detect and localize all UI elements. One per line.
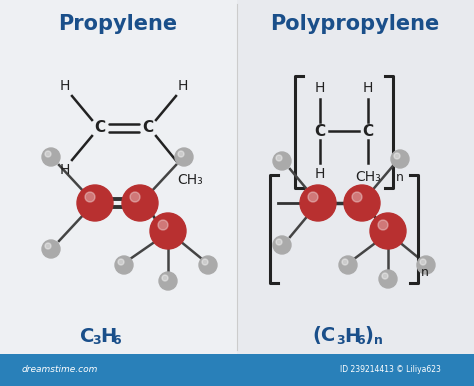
Circle shape bbox=[391, 150, 409, 168]
Circle shape bbox=[379, 270, 397, 288]
Circle shape bbox=[150, 213, 186, 249]
Text: CH₃: CH₃ bbox=[355, 170, 381, 184]
Circle shape bbox=[300, 185, 336, 221]
Circle shape bbox=[344, 185, 380, 221]
Circle shape bbox=[162, 275, 168, 281]
Text: C: C bbox=[363, 124, 374, 139]
Text: H: H bbox=[60, 163, 70, 177]
Text: H: H bbox=[178, 79, 188, 93]
Circle shape bbox=[273, 236, 291, 254]
Circle shape bbox=[394, 153, 400, 159]
Circle shape bbox=[158, 220, 168, 230]
Text: H: H bbox=[315, 81, 325, 95]
Text: dreamstime.com: dreamstime.com bbox=[22, 366, 98, 374]
Text: Propylene: Propylene bbox=[58, 14, 178, 34]
Text: H: H bbox=[363, 81, 373, 95]
Circle shape bbox=[352, 192, 362, 202]
Text: n: n bbox=[421, 266, 429, 279]
Circle shape bbox=[378, 220, 388, 230]
Text: C: C bbox=[143, 120, 154, 135]
Text: C: C bbox=[314, 124, 326, 139]
Text: n: n bbox=[396, 171, 404, 184]
Circle shape bbox=[370, 213, 406, 249]
Circle shape bbox=[342, 259, 348, 265]
Circle shape bbox=[308, 192, 318, 202]
Circle shape bbox=[130, 192, 140, 202]
Text: n: n bbox=[374, 334, 383, 347]
Text: H: H bbox=[100, 327, 116, 345]
Circle shape bbox=[85, 192, 95, 202]
Text: ID 239214413 © Liliya623: ID 239214413 © Liliya623 bbox=[339, 366, 440, 374]
Text: C: C bbox=[80, 327, 94, 345]
Circle shape bbox=[178, 151, 184, 157]
Circle shape bbox=[42, 240, 60, 258]
FancyBboxPatch shape bbox=[237, 0, 474, 354]
Circle shape bbox=[42, 148, 60, 166]
Text: 6: 6 bbox=[112, 334, 120, 347]
FancyBboxPatch shape bbox=[0, 354, 474, 386]
Text: 3: 3 bbox=[336, 334, 345, 347]
Circle shape bbox=[199, 256, 217, 274]
Text: CH₃: CH₃ bbox=[177, 173, 203, 187]
Text: H: H bbox=[60, 79, 70, 93]
Circle shape bbox=[122, 185, 158, 221]
Circle shape bbox=[77, 185, 113, 221]
Text: C: C bbox=[94, 120, 106, 135]
Circle shape bbox=[382, 273, 388, 279]
Circle shape bbox=[159, 272, 177, 290]
Text: H: H bbox=[315, 167, 325, 181]
Circle shape bbox=[339, 256, 357, 274]
Circle shape bbox=[202, 259, 208, 265]
Circle shape bbox=[420, 259, 426, 265]
Circle shape bbox=[276, 239, 282, 245]
Text: ): ) bbox=[364, 327, 373, 345]
Circle shape bbox=[417, 256, 435, 274]
Text: 3: 3 bbox=[92, 334, 100, 347]
Circle shape bbox=[115, 256, 133, 274]
Circle shape bbox=[45, 151, 51, 157]
Text: (C: (C bbox=[312, 327, 335, 345]
Circle shape bbox=[175, 148, 193, 166]
Circle shape bbox=[276, 155, 282, 161]
Circle shape bbox=[118, 259, 124, 265]
Circle shape bbox=[45, 243, 51, 249]
Circle shape bbox=[273, 152, 291, 170]
Text: Polypropylene: Polypropylene bbox=[270, 14, 439, 34]
Text: 6: 6 bbox=[356, 334, 365, 347]
Text: H: H bbox=[344, 327, 360, 345]
FancyBboxPatch shape bbox=[0, 0, 237, 354]
